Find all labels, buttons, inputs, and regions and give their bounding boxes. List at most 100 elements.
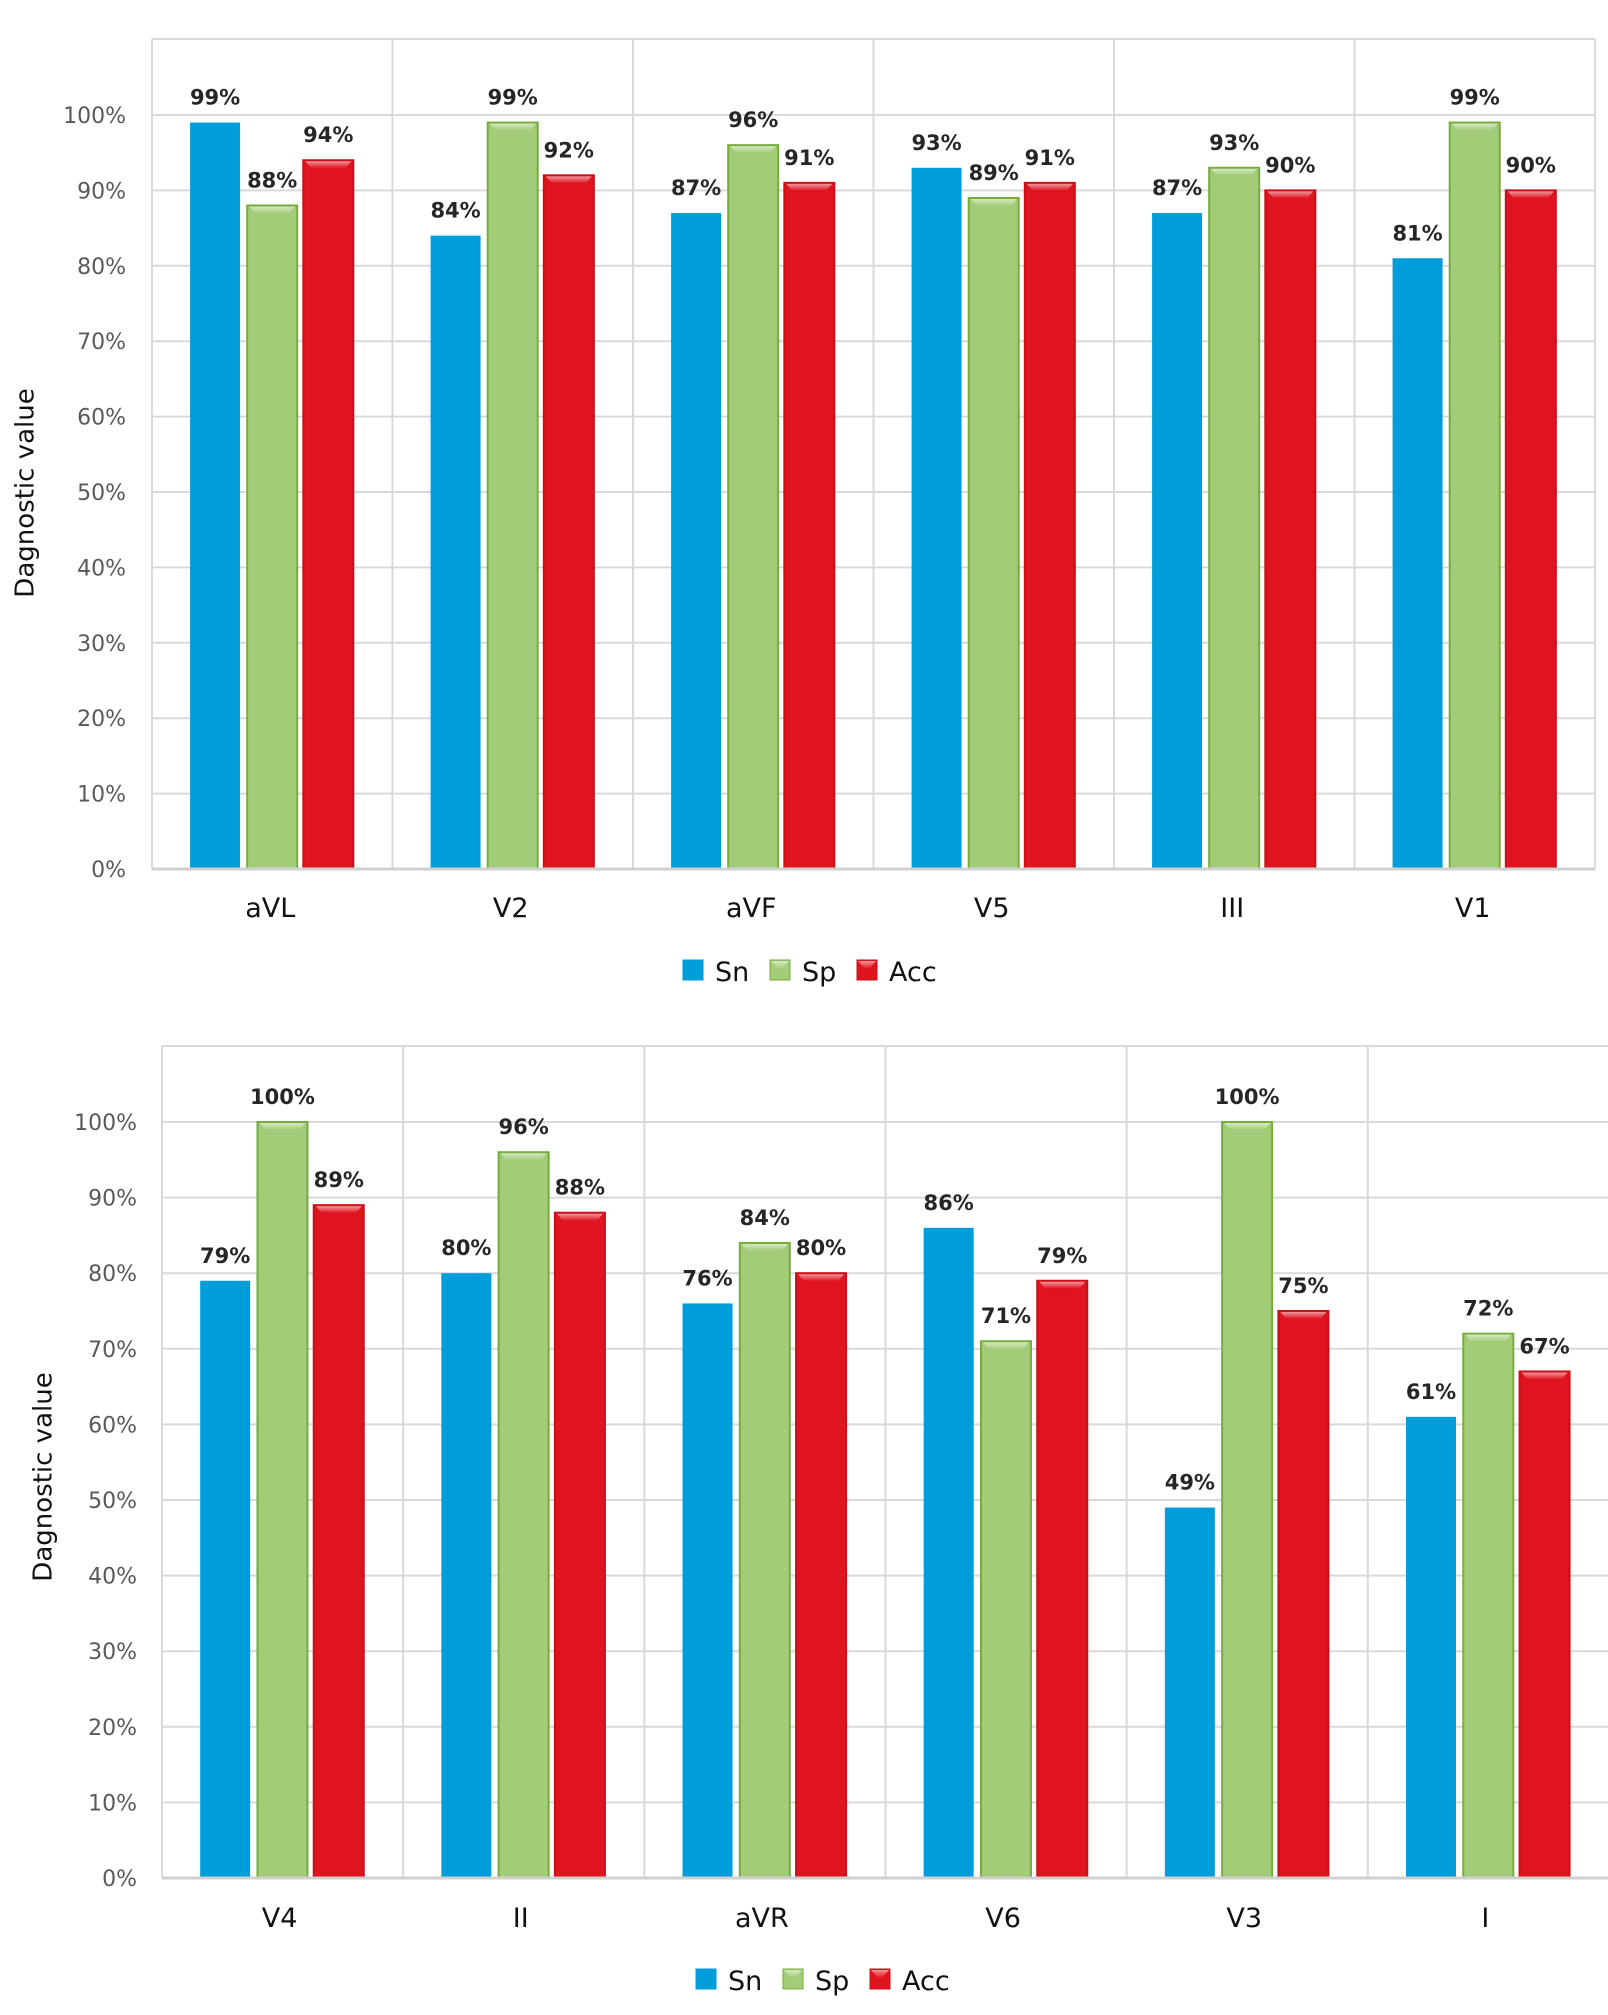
bar-bevel	[741, 1243, 788, 1251]
bar-bevel	[1224, 1123, 1271, 1130]
y-tick-label: 10%	[77, 783, 126, 808]
legend: Sn Sp Acc	[695, 1966, 950, 1997]
bar-bevel	[786, 183, 833, 191]
x-tick-label: aVR	[735, 1903, 789, 1934]
data-label: 96%	[498, 1115, 548, 1139]
legend-swatch-bevel	[858, 961, 876, 969]
data-label: 75%	[1278, 1274, 1328, 1298]
bar-acc	[795, 1272, 848, 1879]
data-label: 90%	[1265, 153, 1315, 177]
bar-body	[200, 1280, 251, 1878]
bar-body	[542, 174, 595, 870]
legend-label: Sn	[728, 1966, 762, 1997]
x-tick-label: V6	[985, 1903, 1021, 1934]
data-label: 87%	[671, 176, 721, 200]
x-tick-label: II	[513, 1903, 529, 1934]
bar-bevel	[798, 1274, 845, 1282]
data-label: 91%	[784, 146, 834, 170]
bar-body	[979, 1340, 1032, 1879]
legend-swatch-sn	[682, 959, 704, 981]
bar-acc	[553, 1211, 606, 1879]
y-tick-label: 40%	[88, 1565, 137, 1590]
bar-bevel	[1280, 1312, 1327, 1319]
data-label: 79%	[200, 1244, 250, 1268]
bar-acc	[1504, 189, 1557, 870]
bar-body	[738, 1241, 791, 1879]
legend-swatch-bevel	[771, 961, 789, 969]
data-label: 81%	[1392, 221, 1442, 245]
data-label: 89%	[969, 161, 1019, 185]
x-tick-label: aVF	[726, 893, 777, 924]
y-axis-title: Dagnostic value	[29, 1372, 59, 1581]
bar-bevel	[556, 1213, 603, 1221]
bar-body	[1462, 1332, 1515, 1880]
bar-body	[497, 1151, 550, 1879]
bar-body	[727, 144, 780, 871]
bar-body	[190, 122, 241, 870]
y-axis-title: Dagnostic value	[11, 388, 41, 597]
data-label: 67%	[1519, 1334, 1569, 1358]
bar-sp	[246, 204, 299, 871]
bar-body	[430, 235, 481, 869]
bar-sn	[682, 1303, 733, 1878]
bar-body	[302, 159, 355, 871]
bar-bevel	[315, 1206, 362, 1214]
y-tick-label: 90%	[88, 1187, 137, 1212]
data-label: 72%	[1463, 1297, 1513, 1321]
y-tick-label: 60%	[88, 1413, 137, 1438]
bar-sn	[1152, 213, 1203, 869]
x-tick-label: V2	[493, 893, 529, 924]
bar-sn	[430, 235, 481, 869]
bar-body	[1504, 189, 1557, 870]
x-tick-label: V5	[974, 893, 1010, 924]
bar-sn	[1164, 1507, 1215, 1878]
data-label: 93%	[1209, 131, 1259, 155]
bar-body	[1152, 213, 1203, 869]
data-label: 88%	[247, 168, 297, 192]
chart-top: 0%10%20%30%40%50%60%70%80%90%100%99%88%9…	[11, 38, 1596, 988]
x-tick-label: I	[1481, 1903, 1489, 1934]
bar-bevel	[1026, 183, 1073, 191]
data-label: 94%	[303, 123, 353, 147]
bar-bevel	[1211, 168, 1258, 176]
data-label: 99%	[488, 86, 538, 110]
bar-body	[682, 1303, 733, 1878]
y-tick-label: 0%	[91, 858, 126, 883]
y-tick-label: 30%	[77, 632, 126, 657]
bar-body	[441, 1273, 492, 1878]
x-tick-label: V1	[1455, 893, 1491, 924]
legend-swatch-bevel	[871, 1970, 889, 1978]
data-label: 87%	[1152, 176, 1202, 200]
x-tick-label: aVL	[245, 893, 295, 924]
legend-label: Sp	[815, 1966, 849, 1997]
data-label: 99%	[190, 86, 240, 110]
data-label: 79%	[1037, 1244, 1087, 1268]
data-label: 93%	[911, 131, 961, 155]
bar-sp	[1448, 121, 1501, 871]
bar-sn	[1406, 1416, 1457, 1878]
bar-acc	[783, 181, 836, 871]
y-tick-label: 90%	[77, 179, 126, 204]
bar-body	[1036, 1279, 1089, 1879]
bar-bevel	[545, 176, 592, 184]
bar-sn	[923, 1227, 974, 1878]
y-tick-label: 100%	[74, 1111, 137, 1136]
bar-body	[1264, 189, 1317, 870]
bar-body	[1448, 121, 1501, 871]
chart-bottom: 0% 10% 20% 30% 40% 50% 60% 70% 80% 90% 100% 79% 100%…	[29, 1045, 1608, 1997]
bar-body	[1406, 1416, 1457, 1878]
bar-bevel	[1267, 191, 1314, 199]
bar-sp	[1462, 1332, 1515, 1880]
data-label: 76%	[682, 1266, 732, 1290]
bar-bevel	[1465, 1334, 1512, 1342]
bar-acc	[312, 1204, 365, 1880]
bar-sp	[738, 1241, 791, 1879]
legend: Sn Sp Acc	[682, 957, 937, 988]
data-label: 86%	[924, 1191, 974, 1215]
bar-body	[1518, 1370, 1571, 1879]
bar-sn	[1392, 258, 1443, 869]
bar-sn	[200, 1280, 251, 1878]
y-tick-label: 80%	[77, 255, 126, 280]
bar-body	[1392, 258, 1443, 869]
